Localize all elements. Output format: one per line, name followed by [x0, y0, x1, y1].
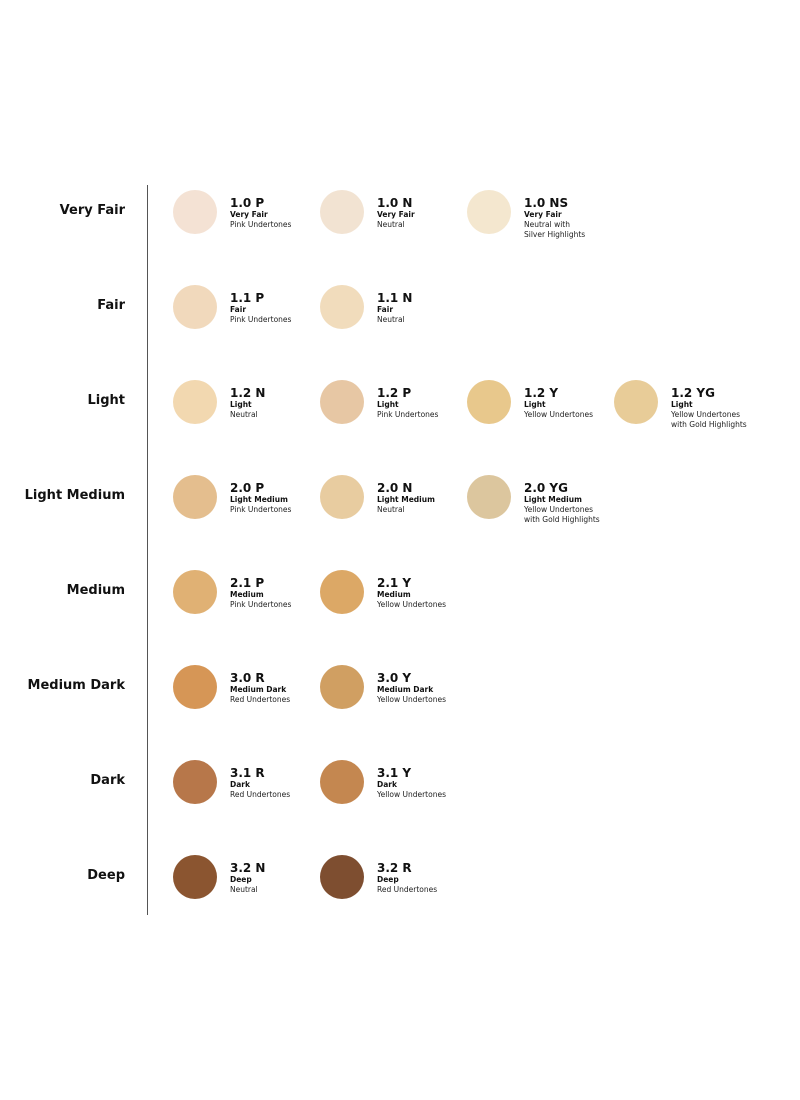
shade-note: Neutral	[230, 410, 258, 419]
shade-code: 1.2 YG	[671, 386, 715, 400]
row-label: Very Fair	[59, 203, 125, 218]
divider	[147, 185, 148, 915]
swatch	[173, 760, 217, 804]
shade-depth: Deep	[377, 875, 399, 884]
shade-code: 1.2 Y	[524, 386, 559, 400]
shade-depth: Medium	[377, 590, 411, 599]
shade-note: Yellow Undertones	[377, 600, 446, 609]
shade-code: 2.1 Y	[377, 576, 412, 590]
shade-depth: Fair	[377, 305, 394, 314]
swatch	[320, 380, 364, 424]
row-label: Medium Dark	[27, 678, 125, 693]
shade-code: 1.0 NS	[524, 196, 569, 210]
shade-depth: Dark	[377, 780, 397, 789]
swatch	[320, 190, 364, 234]
shade-note: Neutral with	[524, 220, 570, 229]
shade-depth: Fair	[230, 305, 247, 314]
swatch	[614, 380, 658, 424]
row-label: Dark	[90, 773, 125, 788]
shade-depth: Dark	[230, 780, 250, 789]
shade-note: Yellow Undertones	[524, 410, 593, 419]
shade-note: Red Undertones	[230, 695, 291, 704]
shade-code: 1.2 P	[377, 386, 412, 400]
shade-code: 2.0 YG	[524, 481, 568, 495]
swatch	[320, 760, 364, 804]
shade-note: Pink Undertones	[377, 410, 439, 419]
shade-code: 2.1 P	[230, 576, 265, 590]
shade-note: Pink Undertones	[230, 505, 292, 514]
shade-code: 3.1 Y	[377, 766, 412, 780]
row-label: Light Medium	[24, 488, 125, 503]
shade-note: Yellow Undertones	[377, 790, 446, 799]
shade-code: 3.0 Y	[377, 671, 412, 685]
shade-depth: Very Fair	[524, 210, 562, 219]
shade-note: Pink Undertones	[230, 315, 292, 324]
shade-code: 1.0 N	[377, 196, 413, 210]
swatch	[320, 285, 364, 329]
shade-note: Red Undertones	[230, 790, 291, 799]
shade-depth: Light	[230, 400, 252, 409]
shade-depth: Very Fair	[377, 210, 415, 219]
shade-depth: Deep	[230, 875, 252, 884]
shade-note: Neutral	[377, 220, 405, 229]
shade-code: 1.1 N	[377, 291, 413, 305]
shade-depth: Medium	[230, 590, 264, 599]
swatch	[173, 380, 217, 424]
shade-depth: Light Medium	[524, 495, 582, 504]
shade-code: 1.0 P	[230, 196, 265, 210]
row-label: Light	[87, 393, 125, 408]
shade-code: 1.1 P	[230, 291, 265, 305]
shade-note: Yellow Undertones	[524, 505, 593, 514]
row-label: Deep	[87, 868, 125, 883]
shade-note: Yellow Undertones	[671, 410, 740, 419]
shade-depth: Very Fair	[230, 210, 268, 219]
shade-note: Red Undertones	[377, 885, 438, 894]
shade-note: Yellow Undertones	[377, 695, 446, 704]
shade-code: 2.0 P	[230, 481, 265, 495]
shade-code: 3.2 R	[377, 861, 412, 875]
swatch	[320, 855, 364, 899]
swatch	[320, 570, 364, 614]
swatch	[173, 665, 217, 709]
swatch	[320, 665, 364, 709]
shade-note: Silver Highlights	[524, 230, 586, 239]
shade-depth: Light Medium	[377, 495, 435, 504]
shade-depth: Light	[671, 400, 693, 409]
shade-note: Pink Undertones	[230, 220, 292, 229]
swatch	[173, 570, 217, 614]
swatch	[467, 380, 511, 424]
shade-depth: Light	[377, 400, 399, 409]
shade-depth: Medium Dark	[377, 685, 434, 694]
shade-depth: Light	[524, 400, 546, 409]
shade-depth: Medium Dark	[230, 685, 287, 694]
shade-note: Neutral	[230, 885, 258, 894]
swatch	[467, 475, 511, 519]
row-label: Medium	[66, 583, 125, 598]
swatch	[173, 285, 217, 329]
shade-code: 3.0 R	[230, 671, 265, 685]
shade-note: Pink Undertones	[230, 600, 292, 609]
swatch	[173, 190, 217, 234]
shade-note: Neutral	[377, 505, 405, 514]
shade-note: with Gold Highlights	[671, 420, 747, 429]
swatch	[173, 855, 217, 899]
shade-code: 3.1 R	[230, 766, 265, 780]
shade-code: 3.2 N	[230, 861, 266, 875]
shade-note: with Gold Highlights	[524, 515, 600, 524]
row-label: Fair	[97, 298, 125, 313]
swatch	[320, 475, 364, 519]
shade-code: 2.0 N	[377, 481, 413, 495]
swatch	[467, 190, 511, 234]
swatch	[173, 475, 217, 519]
shade-note: Neutral	[377, 315, 405, 324]
shade-depth: Light Medium	[230, 495, 288, 504]
shade-code: 1.2 N	[230, 386, 266, 400]
